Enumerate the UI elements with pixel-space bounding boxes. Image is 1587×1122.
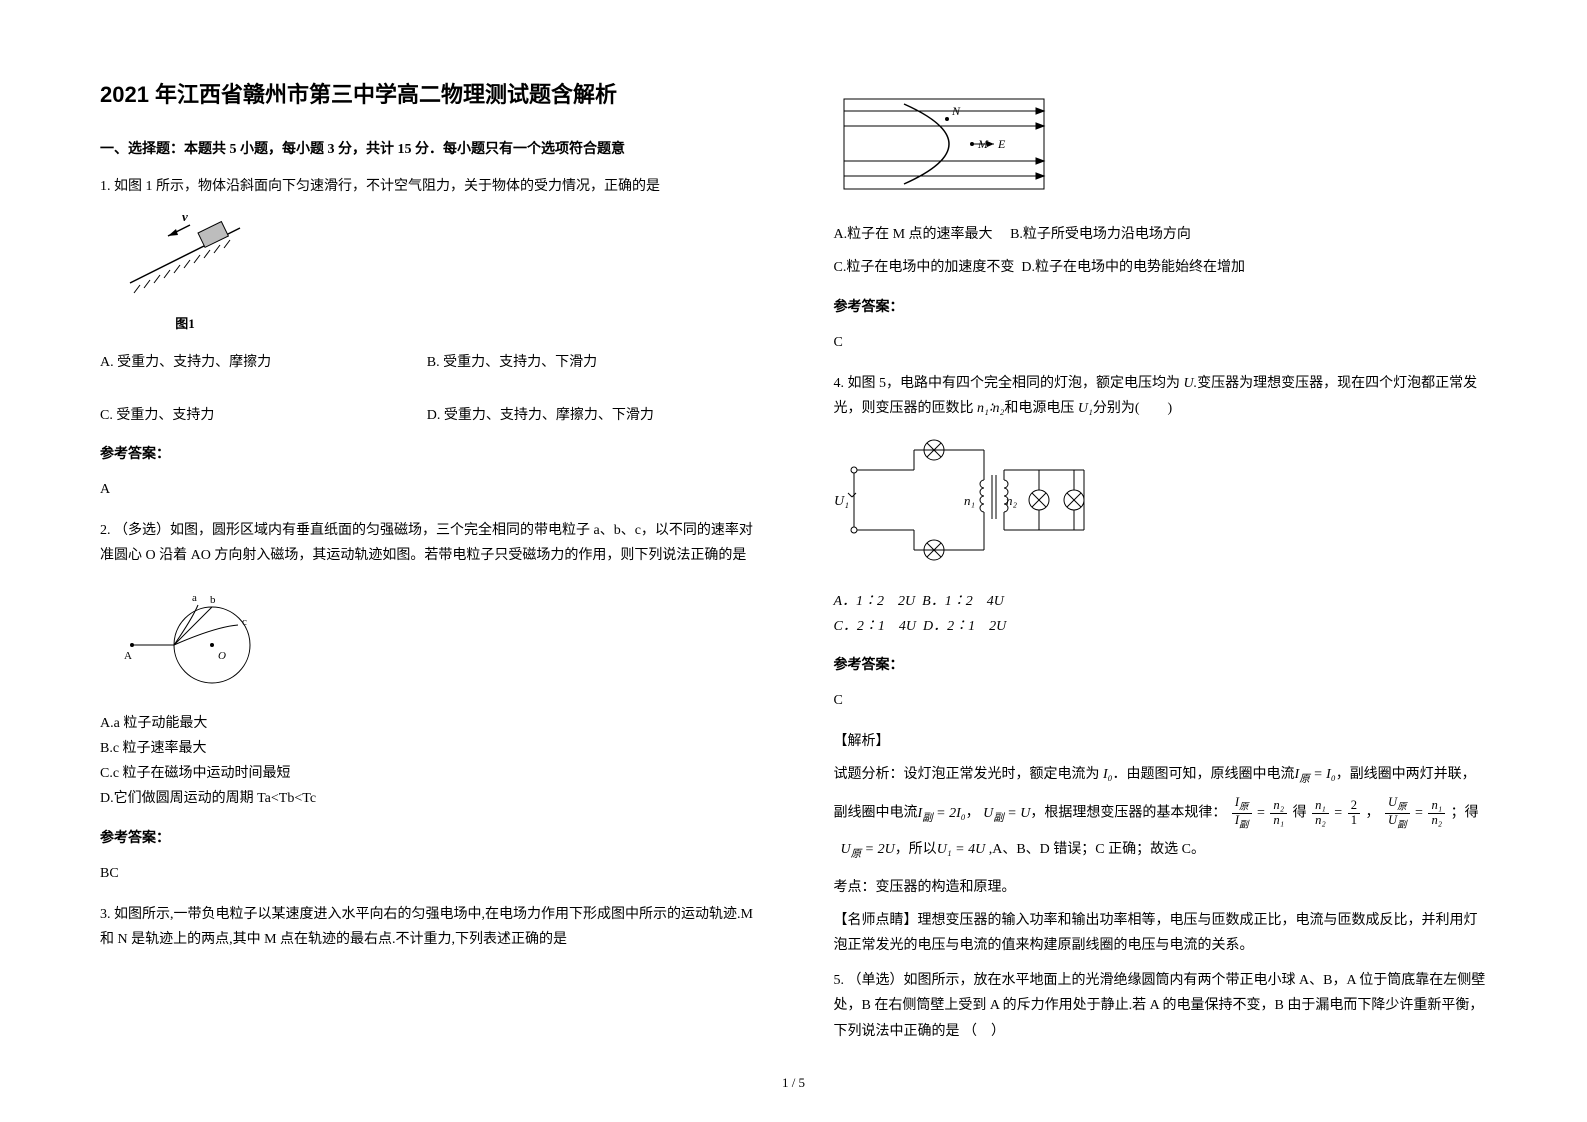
q2-answer: BC (100, 861, 754, 886)
section-heading: 一、选择题：本题共 5 小题，每小题 3 分，共计 15 分．每小题只有一个选项… (100, 137, 754, 162)
q3-options-row1: A.粒子在 M 点的速率最大 B.粒子所受电场力沿电场方向 (834, 222, 1488, 247)
q2-answer-head: 参考答案： (100, 826, 754, 851)
q4-ratio: n₁∶n₂ (977, 401, 1004, 416)
q4-dj: 理想变压器的输入功率和输出功率相等，电压与匝数成正比，电流与匝数成反比，并利用灯… (834, 913, 1478, 953)
q4-t4: 分别为( ) (1093, 401, 1172, 416)
q5-text: 5. （单选）如图所示，放在水平地面上的光滑绝缘圆筒内有两个带正电小球 A、B，… (834, 968, 1488, 1044)
q4-answer: C (834, 688, 1488, 713)
q4-j2f: ；得 (1451, 806, 1479, 821)
q3-figure: N M E (834, 89, 1488, 208)
q2-text: 2. （多选）如图，圆形区域内有垂直纸面的匀强磁场，三个完全相同的带电粒子 a、… (100, 518, 754, 568)
q3-answer: C (834, 330, 1488, 355)
q2-optB: B.c 粒子速率最大 (100, 736, 754, 761)
q4-j2c: ，根据理想变压器的基本规律： (1030, 806, 1226, 821)
q4-optsAB: A．1∶2 2U B．1∶2 4U (834, 589, 1488, 614)
svg-text:E: E (997, 137, 1006, 151)
q4-j1c: ，副线圈中两灯并联， (1336, 767, 1476, 782)
q4-j2e: ， (1365, 806, 1379, 821)
q4-j3b: ,A、B、D 错误；C 正确；故选 C。 (985, 842, 1205, 857)
q4-j1b: ．由题图可知，原线圈中电流 (1113, 767, 1295, 782)
q4-optA: A．1∶2 2U (834, 594, 916, 609)
q1-options-row2: C. 受重力、支持力 D. 受重力、支持力、摩擦力、下滑力 (100, 403, 754, 428)
svg-text:n₂: n₂ (1006, 493, 1018, 508)
q4-t1: 4. 如图 5，电路中有四个完全相同的灯泡，额定电压均为 (834, 376, 1184, 391)
q3-optC: C.粒子在电场中的加速度不变 (834, 260, 1015, 275)
svg-text:v: v (182, 213, 188, 224)
q4-answer-head: 参考答案： (834, 653, 1488, 678)
fig1-label: 图1 (120, 312, 250, 335)
efield-diagram: N M E (834, 89, 1054, 199)
column-right: N M E A.粒子在 M 点的速率最大 B.粒子所受电场力沿电场方向 C.粒子… (834, 75, 1488, 1054)
svg-text:c: c (242, 616, 247, 628)
q3-options-row2: C.粒子在电场中的加速度不变 D.粒子在电场中的电势能始终在增加 (834, 255, 1488, 280)
svg-text:U₁: U₁ (834, 494, 849, 509)
q3-optD: D.粒子在电场中的电势能始终在增加 (1021, 260, 1245, 275)
q4-t3: 和电源电压 (1004, 401, 1078, 416)
q4-optC: C．2∶1 4U (834, 619, 916, 634)
transformer-diagram: U₁ n₁ n₂ (834, 435, 1094, 565)
q4-u1: U₁ (1078, 401, 1093, 416)
q4-optD: D．2∶1 2U (923, 619, 1006, 634)
q2-figure: O A a b c (120, 583, 754, 697)
q2-optD: D.它们做圆周运动的周期 Ta<Tb<Tc (100, 786, 754, 811)
q3-answer-head: 参考答案： (834, 295, 1488, 320)
q4-kaodian: 考点：变压器的构造和原理。 (834, 875, 1488, 900)
doc-title: 2021 年江西省赣州市第三中学高二物理测试题含解析 (100, 75, 754, 115)
page-footer: 1 / 5 (0, 1071, 1587, 1094)
svg-text:n₁: n₁ (964, 493, 975, 508)
q4-dj-head: 【名师点睛】 (834, 913, 918, 928)
svg-text:A: A (124, 650, 132, 662)
q4-jiexi-line1: 试题分析：设灯泡正常发光时，额定电流为 I₀．由题图可知，原线圈中电流I原 = … (834, 762, 1488, 790)
q4-jiexi-line3: U原 = 2U，所以U₁ = 4U ,A、B、D 错误；C 正确；故选 C。 (834, 837, 1488, 865)
q4-kd-head: 考点： (834, 880, 876, 895)
svg-text:a: a (192, 592, 197, 604)
q2-optA: A.a 粒子动能最大 (100, 711, 754, 736)
q4-u: U. (1184, 376, 1198, 391)
q1-optA: A. 受重力、支持力、摩擦力 (100, 350, 427, 375)
q3-optB: B.粒子所受电场力沿电场方向 (1010, 227, 1191, 242)
q1-answer-head: 参考答案： (100, 442, 754, 467)
svg-text:O: O (218, 650, 226, 662)
q1-optD: D. 受重力、支持力、摩擦力、下滑力 (427, 403, 754, 428)
page: 2021 年江西省赣州市第三中学高二物理测试题含解析 一、选择题：本题共 5 小… (0, 0, 1587, 1084)
svg-text:N: N (951, 104, 961, 118)
q3-optA: A.粒子在 M 点的速率最大 (834, 227, 993, 242)
q4-jiexi-head: 【解析】 (834, 729, 1488, 754)
q4-j2d: 得 (1293, 806, 1307, 821)
q4-j2b: ， (966, 806, 980, 821)
q1-options-row1: A. 受重力、支持力、摩擦力 B. 受重力、支持力、下滑力 (100, 350, 754, 375)
q1-figure: v 图1 (120, 213, 754, 336)
incline-diagram: v (120, 213, 250, 303)
q4-text: 4. 如图 5，电路中有四个完全相同的灯泡，额定电压均为 U.变压器为理想变压器… (834, 371, 1488, 421)
q3-text: 3. 如图所示,一带负电粒子以某速度进入水平向右的匀强电场中,在电场力作用下形成… (100, 902, 754, 952)
q4-optB: B．1∶2 4U (922, 594, 1004, 609)
q1-answer: A (100, 477, 754, 502)
svg-text:b: b (210, 594, 216, 606)
q4-figure: U₁ n₁ n₂ (834, 435, 1488, 574)
q4-j1a: 试题分析：设灯泡正常发光时，额定电流为 (834, 767, 1104, 782)
q4-kd: 变压器的构造和原理。 (876, 880, 1016, 895)
q4-jiexi-line2: 副线圈中电流I副 = 2I₀， U副 = U，根据理想变压器的基本规律： I原I… (834, 796, 1488, 831)
q4-j3a: ，所以 (895, 842, 937, 857)
q4-j2a: 副线圈中电流 (834, 806, 918, 821)
q4-optsCD: C．2∶1 4U D．2∶1 2U (834, 614, 1488, 639)
magnetic-diagram: O A a b c (120, 583, 270, 688)
q1-optC: C. 受重力、支持力 (100, 403, 427, 428)
q1-optB: B. 受重力、支持力、下滑力 (427, 350, 754, 375)
q1-text: 1. 如图 1 所示，物体沿斜面向下匀速滑行，不计空气阻力，关于物体的受力情况，… (100, 174, 754, 199)
q2-optC: C.c 粒子在磁场中运动时间最短 (100, 761, 754, 786)
q4-dianjing: 【名师点睛】理想变压器的输入功率和输出功率相等，电压与匝数成正比，电流与匝数成反… (834, 908, 1488, 958)
column-left: 2021 年江西省赣州市第三中学高二物理测试题含解析 一、选择题：本题共 5 小… (100, 75, 754, 1054)
